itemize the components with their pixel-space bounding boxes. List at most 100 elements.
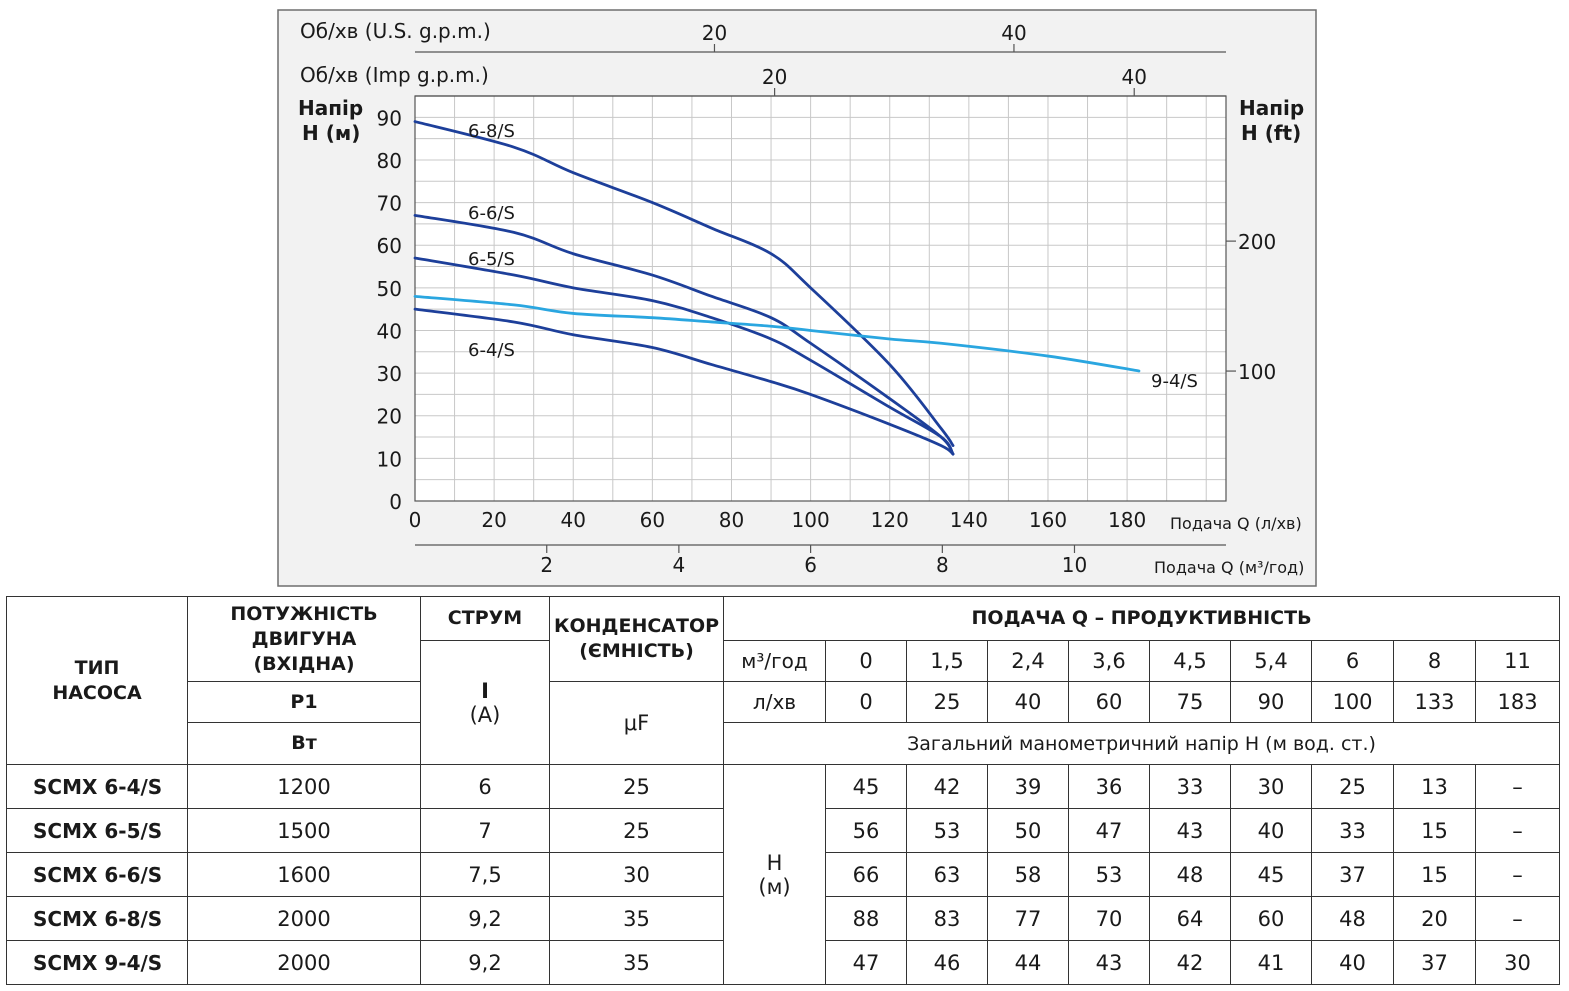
header-flow-productivity: ПОДАЧА Q – ПРОДУКТИВНІСТЬ xyxy=(722,596,1561,641)
us-gpm-tick-label: 20 xyxy=(702,21,727,45)
head-cell: 37 xyxy=(1393,940,1476,985)
head-cell: 50 xyxy=(987,808,1069,853)
x-tick-label: 20 xyxy=(481,508,506,532)
m3h-tick-label: 4 xyxy=(673,553,686,577)
flow-lpm: 90 xyxy=(1230,681,1312,723)
y-right-tick-label: 200 xyxy=(1238,230,1276,254)
y-tick-label: 40 xyxy=(377,319,402,343)
head-cell: 53 xyxy=(906,808,988,853)
head-label-cell: H (м) xyxy=(723,764,826,985)
pump-type-cell: SCMX 6-4/S xyxy=(6,764,188,809)
flow-m3h: 6 xyxy=(1311,640,1394,682)
curve-9-4-s xyxy=(413,294,1141,373)
flow-m3h: 3,6 xyxy=(1068,640,1150,682)
series-label-6-5-s: 6-5/S xyxy=(468,249,515,270)
curve-6-5-s xyxy=(413,256,955,456)
head-cell: 43 xyxy=(1149,808,1231,853)
head-cell: 56 xyxy=(825,808,907,853)
axes xyxy=(414,44,1236,553)
flow-lpm: 75 xyxy=(1149,681,1231,723)
y-right-label-line1: Напір xyxy=(1239,96,1304,120)
us-gpm-tick-label: 40 xyxy=(1001,21,1026,45)
current-cell: 6 xyxy=(420,764,550,809)
head-cell: 46 xyxy=(906,940,988,985)
head-cell: 53 xyxy=(1068,852,1150,897)
flow-m3h: 0 xyxy=(825,640,907,682)
x-tick-label: 140 xyxy=(950,508,988,532)
imp-gpm-tick-label: 20 xyxy=(762,65,787,89)
head-cell: 47 xyxy=(1068,808,1150,853)
head-cell: 63 xyxy=(906,852,988,897)
head-cell: – xyxy=(1474,764,1561,809)
y-tick-label: 10 xyxy=(377,447,402,471)
x-axis-label-m3h: Подача Q (м³/год) xyxy=(1154,558,1304,577)
pump-type-cell: SCMX 6-6/S xyxy=(6,852,188,897)
current-cell: 9,2 xyxy=(420,940,550,985)
pump-spec-table: ТИП НАСОСА ПОТУЖНІСТЬ ДВИГУНА (ВХІДНА) С… xyxy=(6,596,1561,985)
flow-lpm: 0 xyxy=(825,681,907,723)
header-current: СТРУМ xyxy=(420,596,550,641)
flow-m3h: 1,5 xyxy=(906,640,988,682)
m3h-tick-label: 8 xyxy=(936,553,949,577)
power-cell: 1600 xyxy=(187,852,421,897)
flow-lpm: 25 xyxy=(906,681,988,723)
capacitor-cell: 35 xyxy=(549,896,724,941)
m3h-tick-label: 10 xyxy=(1062,553,1087,577)
head-cell: 13 xyxy=(1393,764,1476,809)
y-left-label-line2: H (м) xyxy=(302,121,360,145)
head-cell: 30 xyxy=(1230,764,1312,809)
head-cell: 44 xyxy=(987,940,1069,985)
y-tick-label: 30 xyxy=(377,362,402,386)
head-cell: – xyxy=(1474,808,1561,853)
m3h-tick-label: 6 xyxy=(804,553,817,577)
x-tick-label: 100 xyxy=(792,508,830,532)
table-row: SCMX 6-8/S 2000 9,2 35 88 83 77 70 64 60… xyxy=(6,896,1561,941)
y-tick-label: 60 xyxy=(377,234,402,258)
flow-m3h: 8 xyxy=(1393,640,1476,682)
x-tick-label: 120 xyxy=(871,508,909,532)
head-cell: 40 xyxy=(1230,808,1312,853)
x-tick-label: 80 xyxy=(719,508,744,532)
flow-lpm: 40 xyxy=(987,681,1069,723)
y-tick-label: 20 xyxy=(377,405,402,429)
power-cell: 1200 xyxy=(187,764,421,809)
flow-lpm: 183 xyxy=(1474,681,1561,723)
header-capacitor: КОНДЕНСАТОР (ЄМНІСТЬ) xyxy=(549,596,724,682)
pump-type-cell: SCMX 6-5/S xyxy=(6,808,188,853)
y-right-tick-label: 100 xyxy=(1238,360,1276,384)
table-row: SCMX 9-4/S 2000 9,2 35 47 46 44 43 42 41… xyxy=(6,940,1561,985)
flow-lpm: 133 xyxy=(1393,681,1476,723)
head-cell: 83 xyxy=(906,896,988,941)
head-cell: 88 xyxy=(825,896,907,941)
head-note: Загальний манометричний напір H (м вод. … xyxy=(722,722,1561,765)
pump-performance-chart: Об/хв (U.S. g.p.m.) Об/хв (Imp g.p.m.) Н… xyxy=(277,9,1317,587)
y-left-label-line1: Напір xyxy=(298,96,363,120)
head-cell: 60 xyxy=(1230,896,1312,941)
head-cell: 66 xyxy=(825,852,907,897)
capacitor-cell: 25 xyxy=(549,764,724,809)
pump-type-cell: SCMX 9-4/S xyxy=(6,940,188,985)
head-cell: 58 xyxy=(987,852,1069,897)
header-current-unit: I (A) xyxy=(420,640,550,765)
head-cell: 47 xyxy=(825,940,907,985)
imp-gpm-axis-label: Об/хв (Imp g.p.m.) xyxy=(300,63,489,87)
head-cell: 64 xyxy=(1149,896,1231,941)
head-cell: 15 xyxy=(1393,808,1476,853)
x-tick-label: 60 xyxy=(640,508,665,532)
power-cell: 2000 xyxy=(187,940,421,985)
head-cell: 33 xyxy=(1149,764,1231,809)
head-cell: 41 xyxy=(1230,940,1312,985)
head-cell: 39 xyxy=(987,764,1069,809)
head-cell: 15 xyxy=(1393,852,1476,897)
head-cell: 43 xyxy=(1068,940,1150,985)
flow-m3h: 2,4 xyxy=(987,640,1069,682)
current-cell: 9,2 xyxy=(420,896,550,941)
capacitor-cell: 25 xyxy=(549,808,724,853)
series-curves xyxy=(413,120,1141,456)
head-cell: 37 xyxy=(1311,852,1394,897)
series-label-6-4-s: 6-4/S xyxy=(468,340,515,361)
flow-lpm: 60 xyxy=(1068,681,1150,723)
current-cell: 7 xyxy=(420,808,550,853)
imp-gpm-tick-label: 40 xyxy=(1121,65,1146,89)
curve-6-4-s xyxy=(413,307,955,456)
